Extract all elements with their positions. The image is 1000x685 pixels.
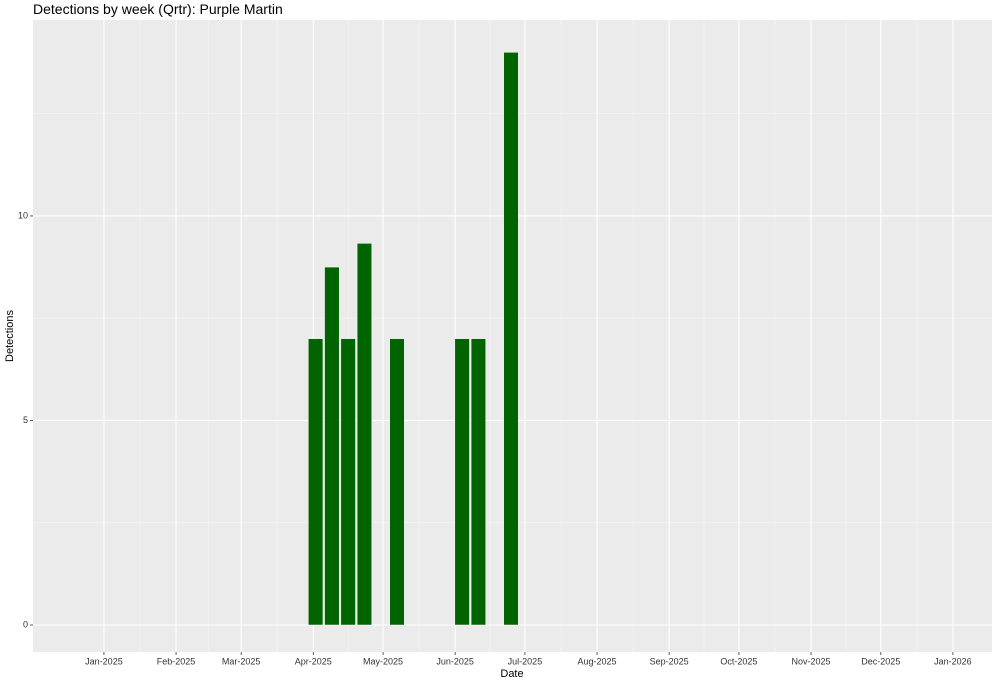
bar (503, 52, 519, 626)
x-tick-label: Dec-2025 (861, 656, 900, 666)
x-axis-title: Date (500, 668, 523, 680)
x-tick-label: May-2025 (363, 656, 403, 666)
y-tick-label: 5 (23, 415, 28, 425)
y-tick-label: 10 (18, 210, 28, 220)
bar (454, 338, 470, 626)
x-tick-label: Feb-2025 (157, 656, 196, 666)
bar (356, 243, 373, 626)
x-tick-label: Sep-2025 (650, 656, 689, 666)
x-tick-label: Jan-2026 (934, 656, 972, 666)
y-axis-title: Detections (4, 310, 16, 362)
y-tick-label: 0 (23, 619, 28, 629)
x-tick-label: Apr-2025 (295, 656, 332, 666)
grid (33, 20, 992, 652)
bar (340, 338, 356, 626)
x-tick-label: Jul-2025 (508, 656, 543, 666)
x-tick-label: Jan-2025 (85, 656, 123, 666)
bar (470, 338, 487, 626)
x-tick-label: Mar-2025 (222, 656, 261, 666)
x-tick-label: Oct-2025 (720, 656, 757, 666)
x-tick-label: Jun-2025 (436, 656, 474, 666)
bar (389, 338, 405, 626)
x-tick-label: Nov-2025 (792, 656, 831, 666)
bar (308, 338, 324, 626)
marks (308, 52, 519, 626)
x-tick-label: Aug-2025 (578, 656, 617, 666)
chart-title: Detections by week (Qrtr): Purple Martin (33, 1, 283, 17)
bar (324, 266, 340, 626)
